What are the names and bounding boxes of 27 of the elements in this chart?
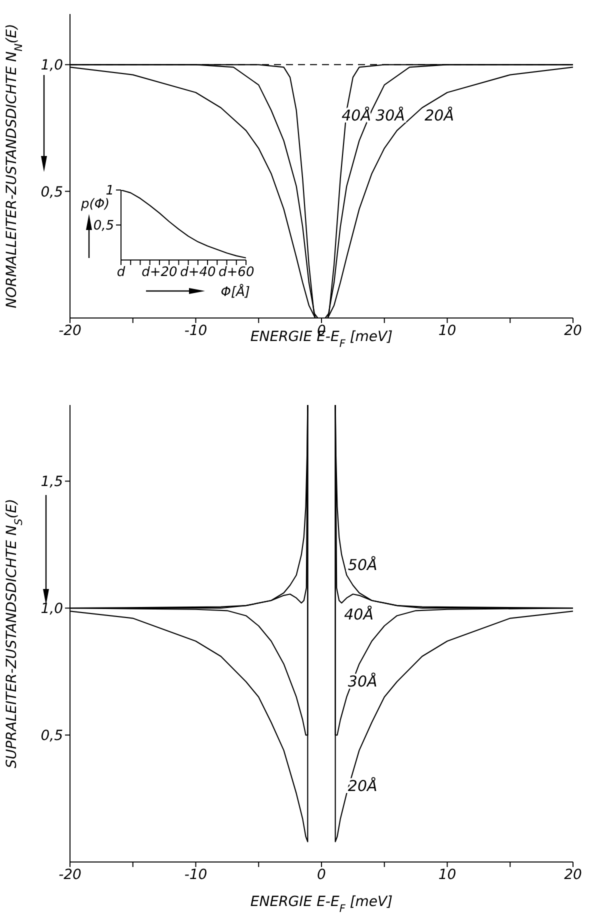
x-tick-label: -10 [184,322,208,339]
x-tick-label: 10 [438,322,456,339]
series-label: 50Å [348,556,378,574]
x-axis-title: Φ[Å] [220,283,250,300]
y-tick-label: 1,0 [40,601,64,618]
x-tick-label: 20 [564,322,582,339]
x-axis-title: ENERGIE E-E$_{F}$ [meV] [250,894,393,915]
series-label: 20Å [424,106,454,124]
x-tick-label: 20 [564,866,582,883]
y-tick-label: 1,5 [40,474,64,490]
x-tick-label: d+40 [180,265,216,280]
y-axis-title: p(Φ) [80,197,110,212]
x-tick-label: 0 [317,866,326,883]
y-tick-label: 1 [106,184,114,199]
x-tick-label: d+60 [218,265,254,280]
x-tick-label: d+20 [142,265,178,280]
series-label: 40Å [344,605,374,624]
y-tick-label: 0,5 [40,728,64,744]
x-tick-label: -20 [58,866,82,883]
x-tick-label: -20 [58,322,82,339]
y-tick-label: 1,0 [40,58,64,74]
x-tick-label: d [116,265,126,280]
y-tick-label: 0,5 [40,184,64,200]
x-tick-label: -10 [184,866,208,883]
y-tick-label: 0,5 [93,218,114,234]
series-label: 30Å [376,106,405,124]
x-tick-label: 10 [438,866,456,883]
